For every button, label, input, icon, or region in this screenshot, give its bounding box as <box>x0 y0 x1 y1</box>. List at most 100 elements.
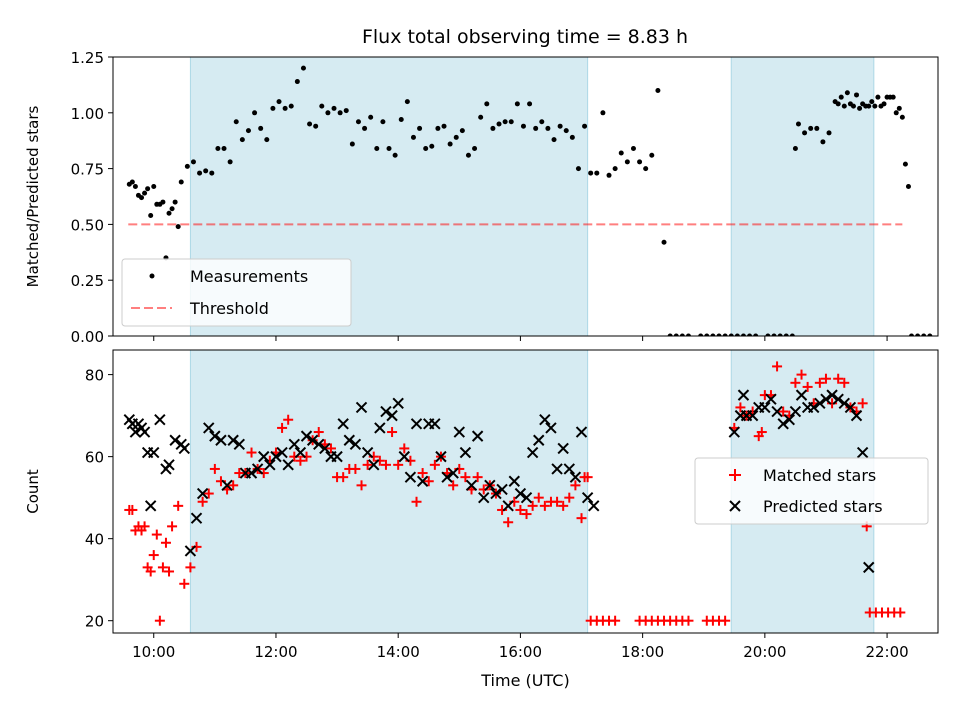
measurement-point <box>783 333 789 336</box>
y-tick-label: 80 <box>85 367 104 385</box>
matched-star-point <box>582 472 593 483</box>
measurement-point <box>841 103 847 109</box>
legend-label-predicted: Predicted stars <box>763 497 883 516</box>
measurement-point <box>417 125 423 131</box>
predicted-star-point <box>759 401 771 414</box>
ratio-panel: 0.00 0.25 0.50 0.75 1.00 1.25 Matched/Predicte… <box>24 49 939 346</box>
matched-star-point <box>521 509 532 520</box>
measurement-point <box>197 170 203 176</box>
measurement-point <box>178 179 184 185</box>
measurement-point <box>184 163 190 169</box>
predicted-star-point <box>850 409 863 422</box>
observing-window-band <box>190 350 588 633</box>
predicted-star-point <box>209 430 221 442</box>
measurement-point <box>233 119 239 125</box>
predicted-star-point <box>374 422 386 434</box>
measurement-point <box>575 166 581 172</box>
measurement-point <box>151 183 157 189</box>
matched-star-point <box>148 550 159 561</box>
predicted-star-point <box>429 418 441 430</box>
matched-star-point <box>154 615 165 626</box>
matched-star-point <box>151 529 162 540</box>
measurement-point <box>175 224 181 230</box>
predicted-star-point <box>575 426 588 438</box>
matched-star-point <box>552 496 563 507</box>
predicted-star-point <box>368 459 380 471</box>
predicted-star-point <box>215 434 227 446</box>
measurement-point <box>459 128 465 134</box>
predicted-star-point <box>435 450 447 463</box>
measurement-point <box>557 123 563 129</box>
matched-star-point <box>209 463 220 474</box>
matched-star-point <box>203 488 214 499</box>
measurement-point <box>132 183 138 189</box>
x-axis-label: Time (UTC) <box>480 671 569 690</box>
measurement-point <box>215 146 221 152</box>
matched-star-point <box>448 480 459 491</box>
predicted-star-point <box>337 418 349 430</box>
predicted-star-point <box>508 475 521 487</box>
matched-star-point <box>772 361 783 372</box>
measurement-point <box>245 128 251 134</box>
predicted-star-point <box>459 446 472 459</box>
measurement-point <box>685 333 691 336</box>
measurement-point <box>221 146 227 152</box>
predicted-star-point <box>154 414 166 426</box>
predicted-star-point <box>349 438 362 451</box>
measurement-point <box>160 199 166 205</box>
measurement-point <box>857 105 863 111</box>
predicted-star-point <box>251 463 264 475</box>
measurement-point <box>740 333 746 336</box>
measurement-point <box>453 134 459 140</box>
predicted-star-point <box>163 459 175 471</box>
matched-star-point <box>362 459 373 470</box>
matched-star-point <box>167 521 178 532</box>
predicted-star-point <box>392 397 404 410</box>
measurement-point <box>441 123 447 129</box>
matched-star-point <box>570 480 581 491</box>
measurement-point <box>362 125 368 131</box>
measurement-point <box>826 130 832 136</box>
matched-star-point <box>399 443 410 454</box>
measurement-point <box>747 333 753 336</box>
predicted-star-point <box>148 446 160 459</box>
matched-star-point <box>179 578 190 589</box>
x-tick-label: 14:00 <box>377 643 420 661</box>
measurement-point <box>490 125 496 131</box>
matched-star-point <box>387 427 398 438</box>
measurement-point <box>410 134 416 140</box>
matched-star-point <box>533 492 544 503</box>
legend-label-matched: Matched stars <box>763 466 876 485</box>
measurement-point <box>890 94 896 100</box>
measurement-point <box>166 210 172 216</box>
x-tick-label: 20:00 <box>743 643 786 661</box>
predicted-star-point <box>270 450 282 463</box>
measurement-point <box>294 79 300 85</box>
matched-star-point <box>325 443 336 454</box>
predicted-star-point <box>169 434 181 446</box>
measurement-point <box>771 333 777 336</box>
measurement-point <box>527 101 533 107</box>
predicted-star-point <box>520 491 533 504</box>
matched-star-point <box>820 373 831 384</box>
axes-frame <box>112 56 939 337</box>
measurement-point <box>893 110 899 116</box>
predicted-star-point <box>178 442 191 455</box>
measurement-point <box>844 90 850 96</box>
predicted-star-point <box>465 479 478 492</box>
predicted-star-point <box>245 467 258 479</box>
matched-star-point <box>160 537 171 548</box>
predicted-star-point <box>447 467 459 479</box>
predicted-star-point <box>203 422 215 434</box>
predicted-star-point <box>569 471 582 483</box>
predicted-star-point <box>832 393 844 405</box>
legend-frame <box>121 258 352 327</box>
predicted-star-point <box>416 475 429 487</box>
legend-matched-marker <box>729 469 741 481</box>
x-tick-label: 12:00 <box>254 643 297 661</box>
y-tick-label: 20 <box>85 613 104 631</box>
predicted-star-point <box>478 491 490 504</box>
predicted-star-point <box>227 434 239 446</box>
measurement-point <box>386 146 392 152</box>
